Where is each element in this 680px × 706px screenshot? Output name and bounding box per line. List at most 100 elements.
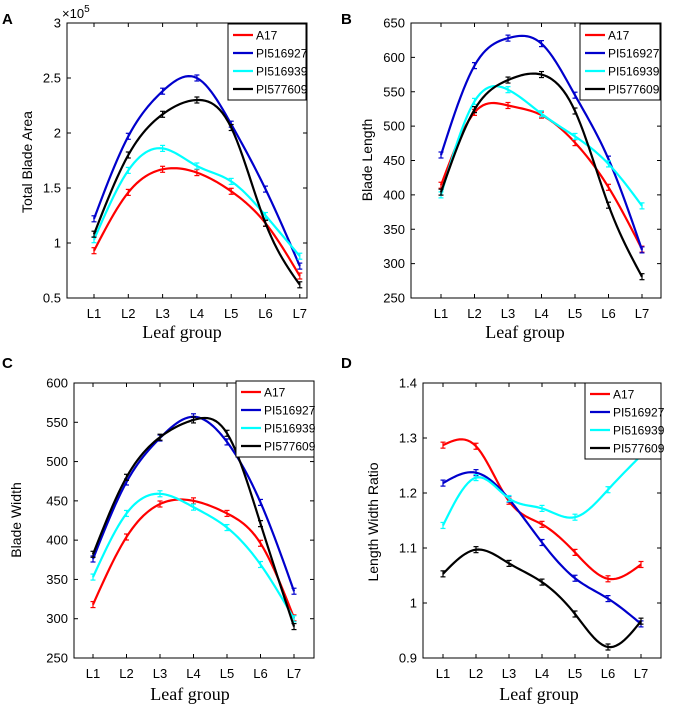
x-axis-label-a: Leaf group [142, 322, 221, 342]
data-point-a17-d [605, 575, 611, 583]
data-point-pi577609-d [440, 570, 446, 578]
legend-label-a17-c: A17 [264, 386, 286, 400]
legend-a: A17 PI516927 PI516939 PI577609 [227, 23, 308, 101]
data-point-pi577609-b [539, 70, 544, 79]
x-tick-label-c: L5 [220, 666, 234, 681]
panel-letter-d: D [341, 355, 352, 372]
x-tick-label-a: L1 [87, 306, 101, 321]
panel-d: D Length Width Ratio Leaf group 0.9 1 1.1 1… [341, 355, 665, 704]
legend-box-a [227, 23, 307, 101]
data-point-pi516927-c [258, 498, 263, 507]
y-axis-label-a: Total Blade Area [19, 111, 35, 213]
legend-label-pi516939-c: PI516939 [264, 422, 316, 436]
series-line-a17-b [439, 101, 643, 250]
data-point-pi516927-d [440, 479, 446, 487]
data-point-pi577609-c [191, 416, 196, 424]
y-tick-label-b: 300 [383, 256, 405, 271]
legend-label-pi577609-d: PI577609 [613, 442, 665, 456]
x-tick-label-a: L7 [293, 306, 307, 321]
y-tick-label-a: 1.5 [43, 181, 61, 196]
x-tick-label-b: L4 [534, 306, 548, 321]
data-point-pi577609-d [506, 559, 512, 568]
data-point-pi516939-b [572, 132, 578, 141]
x-tick-label-b: L7 [635, 306, 649, 321]
data-point-a17-c [224, 509, 230, 518]
data-point-a17-a [194, 169, 200, 177]
data-point-pi577609-b [438, 188, 444, 196]
data-point-pi516927-a [194, 74, 200, 82]
panel-c: C Blade Width Leaf group 250 300 350 400 450… [2, 355, 316, 704]
data-point-pi577609-a [91, 230, 97, 238]
data-point-pi577609-d [605, 643, 611, 651]
y-tick-label-d: 1 [410, 596, 417, 611]
panel-a: A ×105 Total Blade Area Leaf group 0.5 1 1… [2, 4, 308, 342]
data-point-pi516939-d [440, 521, 446, 530]
data-point-pi577609-c [124, 473, 129, 481]
data-point-pi516939-c [157, 490, 163, 498]
data-point-pi577609-c [258, 520, 263, 528]
panel-letter-a: A [2, 11, 13, 28]
x-tick-label-c: L1 [86, 666, 100, 681]
series-line-pi577609-a [92, 98, 301, 286]
data-point-pi516939-a [228, 177, 234, 185]
data-point-pi577609-c [291, 622, 297, 631]
data-point-pi516939-a [160, 144, 166, 152]
data-point-a17-a [297, 272, 303, 280]
legend-c: A17 PI516927 PI516939 PI577609 [235, 380, 316, 458]
y-tick-label-a: 2 [54, 126, 61, 141]
x-tick-label-d: L1 [436, 666, 450, 681]
data-point-pi577609-c [90, 550, 96, 558]
legend-label-a17-d: A17 [613, 388, 635, 402]
panel-b: B Blade Length Leaf group 250 300 350 400 45… [341, 11, 662, 342]
series-line-pi577609-d [442, 548, 642, 649]
x-axis-label-d: Leaf group [499, 684, 578, 704]
x-tick-label-b: L5 [568, 306, 582, 321]
series-line-pi577609-b [439, 72, 643, 278]
x-axis-label-c: Leaf group [150, 684, 229, 704]
x-tick-label-c: L6 [253, 666, 267, 681]
legend-label-pi516927-d: PI516927 [613, 406, 665, 420]
series-line-pi516939-b [439, 85, 643, 207]
y-tick-label-b: 650 [383, 16, 405, 31]
data-point-pi577609-d [638, 617, 644, 625]
data-point-pi577609-a [125, 151, 131, 159]
data-point-pi516927-a [160, 87, 166, 95]
x-tick-label-b: L2 [467, 306, 481, 321]
y-tick-label-c: 300 [46, 611, 68, 626]
legend-label-a17-a: A17 [256, 29, 278, 43]
series-line-pi516939-d [442, 454, 642, 526]
data-point-a17-d [473, 442, 479, 450]
panel-letter-b: B [341, 11, 352, 28]
data-point-pi516939-b [606, 160, 611, 168]
series-line-pi516927-d [442, 471, 642, 625]
y-tick-label-b: 400 [383, 187, 405, 202]
x-tick-label-a: L4 [190, 306, 204, 321]
legend-label-pi516927-b: PI516927 [608, 47, 660, 61]
data-point-pi516927-b [572, 91, 578, 99]
data-point-a17-c [90, 600, 96, 609]
panel-letter-c: C [2, 355, 13, 372]
x-tick-label-d: L5 [568, 666, 582, 681]
legend-label-pi577609-c: PI577609 [264, 440, 316, 454]
data-point-pi577609-b [505, 76, 511, 84]
data-point-pi516927-d [539, 538, 545, 547]
y-tick-label-c: 350 [46, 572, 68, 587]
data-point-a17-c [157, 500, 163, 508]
data-point-pi516927-b [639, 246, 645, 254]
x-tick-label-c: L3 [153, 666, 167, 681]
x-tick-label-d: L4 [535, 666, 549, 681]
x-tick-label-d: L2 [469, 666, 483, 681]
data-point-pi516927-b [472, 62, 477, 70]
y-tick-label-b: 600 [383, 50, 405, 65]
legend-box-c [235, 380, 315, 458]
data-point-pi516939-d [572, 513, 578, 521]
legend-box-d [584, 382, 662, 460]
x-tick-label-b: L1 [434, 306, 448, 321]
data-point-pi516927-b [505, 34, 511, 42]
legend-label-pi577609-a: PI577609 [256, 83, 308, 97]
y-tick-label-b: 550 [383, 84, 405, 99]
y-tick-label-b: 500 [383, 119, 405, 134]
y-tick-label-b: 350 [383, 222, 405, 237]
data-point-pi516927-d [572, 574, 578, 582]
y-tick-label-a: 2.5 [43, 71, 61, 86]
